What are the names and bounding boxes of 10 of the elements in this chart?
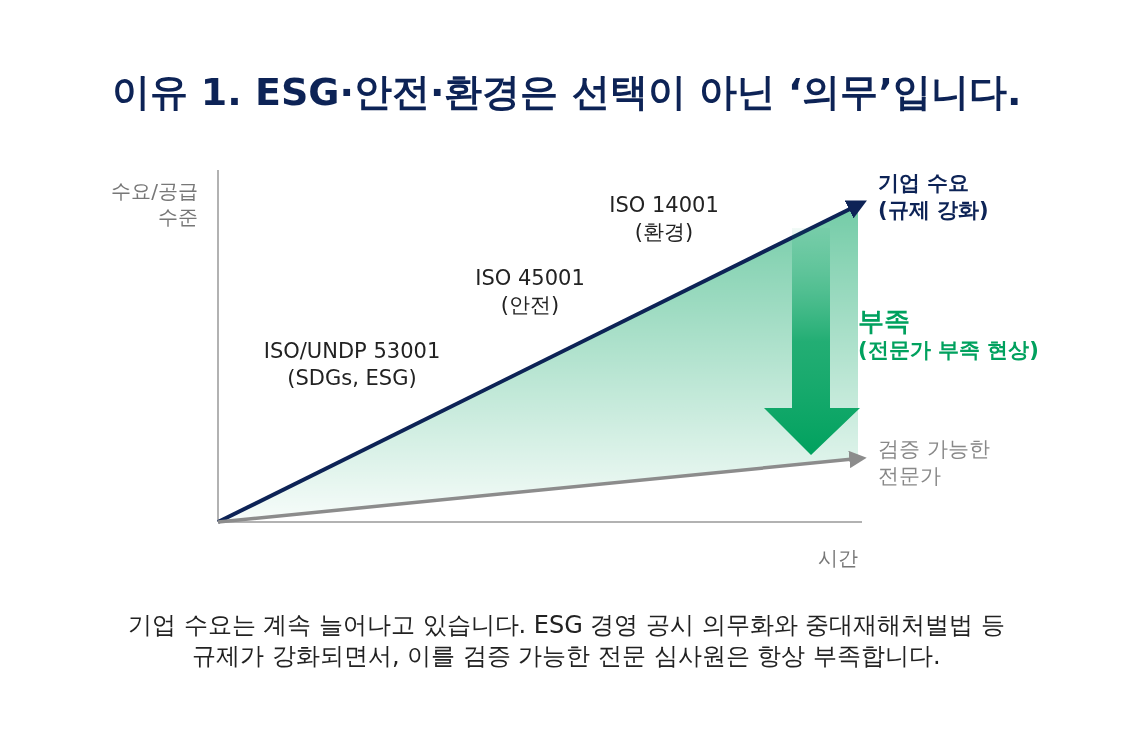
annotation: 부족 (전문가 부족 현상) bbox=[858, 306, 1039, 363]
y-axis-title: 수요/공급 수준 bbox=[111, 179, 198, 229]
annotation: ISO 45001 (안전) bbox=[475, 266, 585, 318]
series-label: 기업 수요 (규제 강화) bbox=[878, 171, 989, 223]
x-axis-title: 시간 bbox=[818, 546, 858, 570]
chart-title: 이유 1. ESG·안전·환경은 선택이 아닌 ‘의무’입니다. bbox=[111, 70, 1022, 114]
text: 기업 수요는 계속 늘어나고 있습니다. ESG 경영 공시 의무화와 중대재해처벌법 등 규제가 강화되면서, 이를 검증 가능한 전문 심사원은 항상 부족합니다. bbox=[128, 611, 1005, 671]
annotation: ISO/UNDP 53001 (SDGs, ESG) bbox=[263, 339, 441, 391]
annotation: ISO 14001 (환경) bbox=[609, 193, 719, 245]
series-label: 검증 가능한 전문가 bbox=[878, 436, 990, 488]
